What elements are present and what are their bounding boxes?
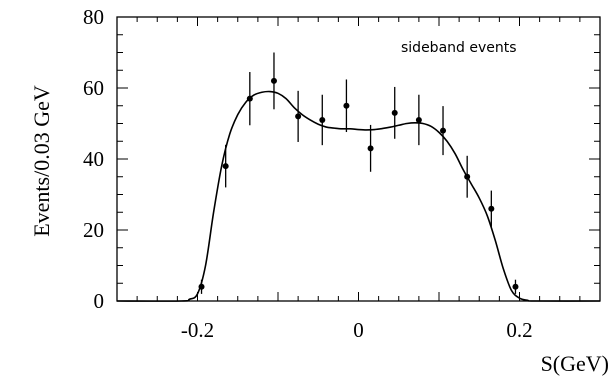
- y-tick-label: 0: [94, 289, 105, 313]
- data-point: [343, 79, 350, 133]
- data-marker: [246, 95, 253, 102]
- data-point: [464, 155, 471, 198]
- y-tick-label: 20: [83, 218, 104, 242]
- data-marker: [415, 116, 422, 123]
- data-marker: [343, 102, 350, 109]
- data-point: [198, 279, 205, 294]
- axis-ticks: [116, 16, 601, 302]
- data-marker: [464, 173, 471, 180]
- data-point: [367, 124, 374, 172]
- data-point: [440, 106, 447, 156]
- data-marker: [488, 205, 495, 212]
- data-marker: [512, 283, 519, 290]
- plot-frame: [116, 16, 601, 302]
- x-tick-label: 0: [353, 318, 364, 342]
- fit-curve: [116, 90, 601, 302]
- data-marker: [295, 113, 302, 120]
- data-point: [488, 190, 495, 227]
- y-tick-label: 40: [83, 147, 104, 171]
- y-tick-label: 60: [83, 76, 104, 100]
- y-axis-label: Events/0.03 GeV: [29, 85, 54, 237]
- data-point: [319, 94, 326, 146]
- x-tick-label: 0.2: [506, 318, 532, 342]
- data-point: [270, 52, 277, 110]
- data-point: [391, 86, 398, 139]
- x-axis-label: S(GeV): [541, 351, 609, 376]
- data-marker: [319, 116, 326, 123]
- data-marker: [440, 127, 447, 134]
- x-tick-label: -0.2: [181, 318, 214, 342]
- data-marker: [270, 77, 277, 84]
- plot-border: [116, 16, 601, 302]
- data-marker: [222, 163, 229, 170]
- data-point: [246, 72, 253, 126]
- tick-labels: -0.2 0 0.2 0 20 40 60 80: [83, 5, 533, 342]
- data-point: [222, 144, 229, 188]
- data-marker: [391, 109, 398, 116]
- data-points: [198, 52, 519, 294]
- data-point: [415, 94, 422, 146]
- data-point: [512, 279, 519, 294]
- y-tick-label: 80: [83, 5, 104, 29]
- data-marker: [367, 145, 374, 152]
- annotation-label: sideband events: [401, 40, 517, 56]
- data-marker: [198, 283, 205, 290]
- data-point: [295, 90, 302, 142]
